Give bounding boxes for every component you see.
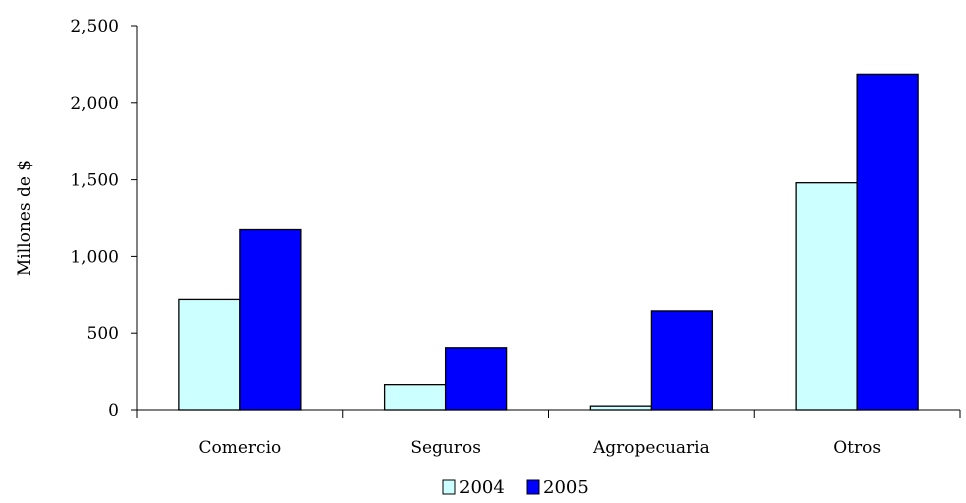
bars-layer — [178, 73, 919, 411]
legend-swatch-2005 — [526, 479, 540, 495]
y-tick-label: 2,000 — [70, 94, 119, 114]
legend-label-2004: 2004 — [459, 477, 505, 498]
y-tick-label: 2,500 — [70, 17, 119, 37]
y-tick-label: 1,500 — [70, 171, 119, 191]
y-tick-label: 500 — [87, 324, 119, 344]
legend-swatch-2004 — [442, 479, 456, 495]
bar-2005-agropecuaria — [650, 310, 714, 411]
bar-2004-comercio — [178, 298, 241, 411]
bar-2004-agropecuaria — [589, 405, 653, 411]
x-category-label: Comercio — [199, 438, 282, 458]
legend-label-2005: 2005 — [543, 477, 589, 498]
y-ticks: 0 500 1,000 1,500 2,000 2,500 — [70, 17, 137, 421]
y-axis-title: Millones de $ — [15, 160, 35, 276]
bar-2005-comercio — [239, 228, 302, 411]
x-category-label: Agropecuaria — [592, 438, 710, 458]
bar-2005-otros — [856, 73, 919, 411]
y-tick-label: 1,000 — [70, 247, 119, 267]
x-category-label: Seguros — [410, 438, 481, 458]
x-category-label: Otros — [833, 438, 881, 458]
bar-2005-seguros — [444, 347, 508, 411]
x-ticks: Comercio Seguros Agropecuaria Otros — [136, 410, 961, 458]
y-tick-label: 0 — [108, 401, 119, 421]
bar-2004-seguros — [383, 384, 447, 411]
legend: 2004 2005 — [442, 477, 589, 498]
bar-2004-otros — [795, 182, 858, 411]
